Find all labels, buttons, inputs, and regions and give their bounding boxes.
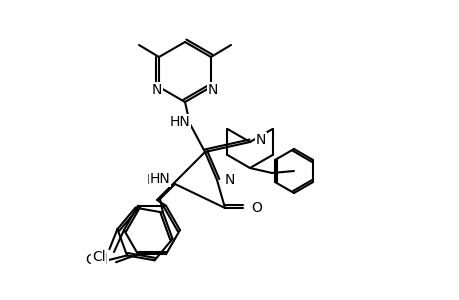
Text: N: N xyxy=(151,83,162,97)
Text: HN: HN xyxy=(146,173,167,187)
Text: N: N xyxy=(256,133,266,147)
Text: O: O xyxy=(251,201,261,215)
Text: Cl: Cl xyxy=(94,253,108,267)
Text: Cl: Cl xyxy=(85,254,99,267)
Text: Cl: Cl xyxy=(92,250,105,264)
Text: N: N xyxy=(207,83,218,97)
Text: HN: HN xyxy=(149,172,170,186)
Text: Cl: Cl xyxy=(94,255,108,269)
Text: HN: HN xyxy=(169,115,190,129)
Text: N: N xyxy=(224,173,235,187)
